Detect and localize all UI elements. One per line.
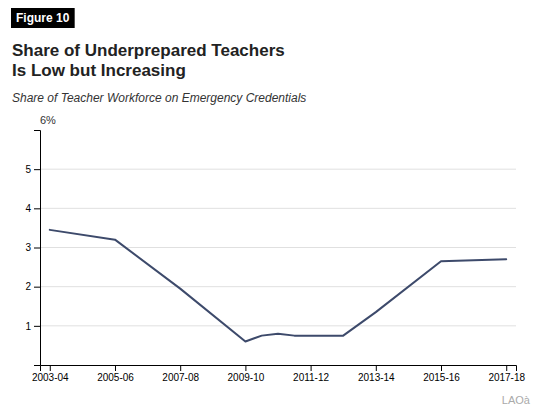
x-tick-label: 2009-10 — [228, 372, 265, 383]
x-tick-mark — [311, 365, 312, 371]
x-tick-mark — [506, 365, 507, 371]
x-tick-mark — [245, 365, 246, 371]
chart: Figure 10 Share of Underprepared Teachers… — [0, 0, 540, 409]
x-axis-line — [41, 366, 517, 372]
y-tick-label: 1 — [25, 321, 31, 332]
x-tick: 2015-16 — [423, 365, 460, 383]
y-tick: 1 — [25, 321, 40, 332]
x-tick-mark — [376, 365, 377, 371]
x-tick: 2011-12 — [293, 365, 329, 383]
marks — [50, 230, 506, 342]
x-tick-mark — [441, 365, 442, 371]
x-tick-mark — [50, 365, 51, 371]
y-tick-mark — [34, 248, 40, 249]
plot-area: 2003-04 2005-06 2007-08 2009-10 2011-12 2013-… — [25, 114, 525, 383]
x-tick-label: 2013-14 — [358, 372, 395, 383]
subtitle: Share of Teacher Workforce on Emergency … — [12, 91, 306, 105]
figure-label-box — [11, 8, 75, 28]
y-tick: 3 — [25, 242, 40, 253]
x-tick: 2013-14 — [358, 365, 395, 383]
grid-line — [40, 208, 516, 209]
grid-line — [40, 325, 516, 326]
y-axis: 1 2 3 4 5 — [25, 131, 40, 366]
title: Share of Underprepared TeachersIs Low bu… — [12, 41, 285, 80]
x-tick-label: 2015-16 — [423, 372, 460, 383]
y-tick: 2 — [25, 281, 40, 292]
grid-line — [40, 247, 516, 248]
y-axis-line — [34, 131, 41, 366]
y-top-label: 6% — [40, 114, 56, 126]
y-tick-mark — [34, 169, 40, 170]
y-tick: 4 — [25, 203, 40, 214]
watermark: LAOà — [502, 394, 531, 406]
title-line: Is Low but Increasing — [12, 61, 186, 80]
x-tick-label: 2007-08 — [162, 372, 199, 383]
grid-line — [40, 286, 516, 287]
y-tick-label: 3 — [25, 242, 31, 253]
x-tick: 2003-04 — [32, 365, 69, 383]
y-tick: 5 — [25, 164, 40, 175]
y-tick-mark — [34, 208, 40, 209]
grid — [40, 169, 516, 326]
x-tick-label: 2005-06 — [97, 372, 134, 383]
grid-line — [40, 169, 516, 170]
x-tick: 2009-10 — [228, 365, 265, 383]
y-tick-mark — [34, 287, 40, 288]
x-tick: 2007-08 — [162, 365, 199, 383]
x-tick-label: 2003-04 — [32, 372, 69, 383]
figure-label-text: Figure 10 — [16, 11, 70, 25]
y-tick-label: 4 — [25, 203, 31, 214]
x-axis: 2003-04 2005-06 2007-08 2009-10 2011-12 2013-… — [32, 365, 526, 383]
title-line: Share of Underprepared Teachers — [12, 41, 285, 60]
y-tick-label: 5 — [25, 164, 31, 175]
y-tick-label: 2 — [25, 281, 31, 292]
line — [50, 230, 506, 342]
x-tick-mark — [180, 365, 181, 371]
x-tick: 2005-06 — [97, 365, 134, 383]
figure-label: Figure 10 — [11, 8, 75, 28]
x-tick-label: 2017-18 — [488, 372, 525, 383]
y-tick-mark — [34, 326, 40, 327]
x-tick-mark — [115, 365, 116, 371]
x-tick: 2017-18 — [488, 365, 525, 383]
x-tick-label: 2011-12 — [293, 372, 329, 383]
